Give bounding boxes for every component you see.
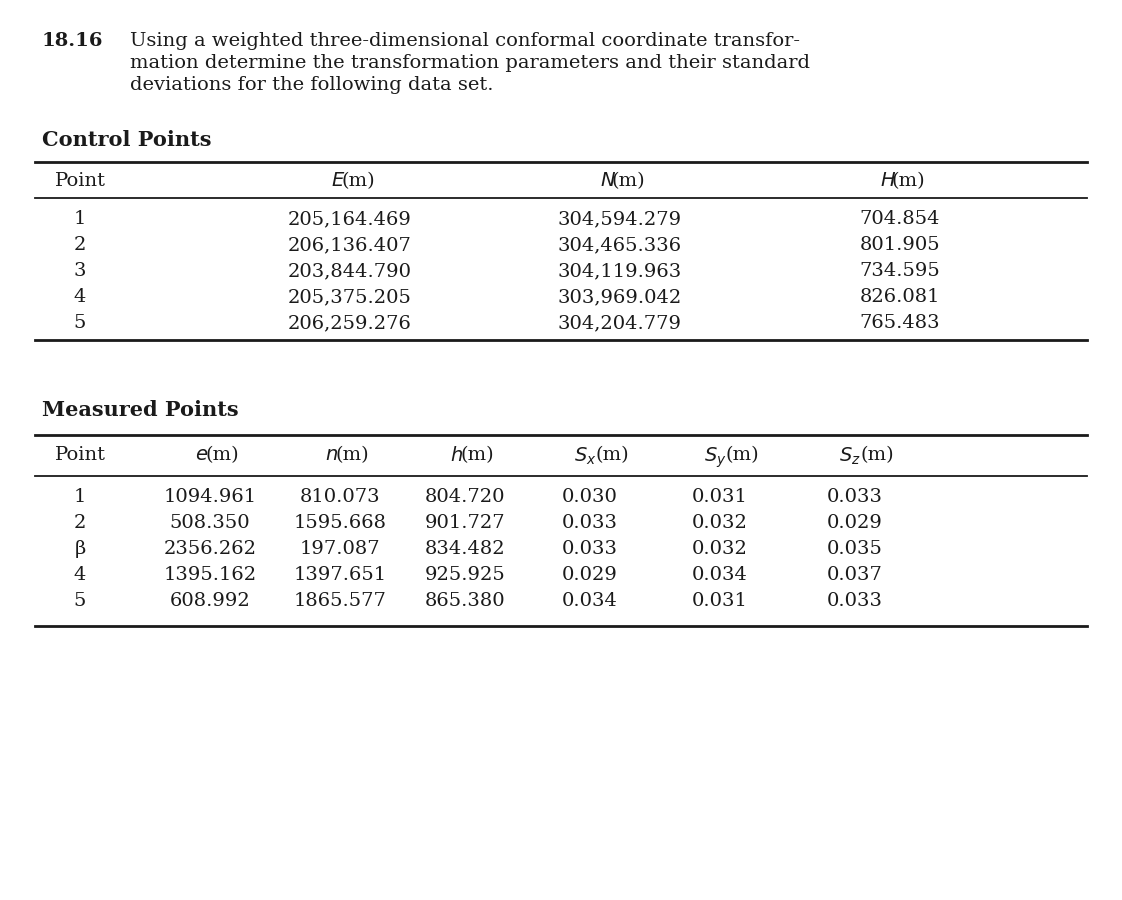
Text: (m): (m) xyxy=(725,446,758,464)
Text: 0.033: 0.033 xyxy=(827,488,883,506)
Text: 18.16: 18.16 xyxy=(42,32,103,50)
Text: 508.350: 508.350 xyxy=(169,514,250,532)
Text: 197.087: 197.087 xyxy=(300,540,380,558)
Text: Measured Points: Measured Points xyxy=(42,400,239,420)
Text: 1: 1 xyxy=(74,210,86,228)
Text: mation determine the transformation parameters and their standard: mation determine the transformation para… xyxy=(130,54,810,72)
Text: 765.483: 765.483 xyxy=(859,314,940,332)
Text: Using a weighted three-dimensional conformal coordinate transfor-: Using a weighted three-dimensional confo… xyxy=(130,32,800,50)
Text: 304,204.779: 304,204.779 xyxy=(558,314,682,332)
Text: 2: 2 xyxy=(74,236,86,254)
Text: 0.033: 0.033 xyxy=(562,514,618,532)
Text: 205,375.205: 205,375.205 xyxy=(288,288,412,306)
Text: 5: 5 xyxy=(74,592,86,610)
Text: $S_{x}$: $S_{x}$ xyxy=(573,446,596,467)
Text: $\mathit{E}$: $\mathit{E}$ xyxy=(331,172,346,190)
Text: $\mathit{H}$: $\mathit{H}$ xyxy=(880,172,896,190)
Text: Point: Point xyxy=(55,172,105,190)
Text: (m): (m) xyxy=(611,172,645,190)
Text: 834.482: 834.482 xyxy=(425,540,505,558)
Text: 0.034: 0.034 xyxy=(562,592,618,610)
Text: 304,119.963: 304,119.963 xyxy=(558,262,682,280)
Text: deviations for the following data set.: deviations for the following data set. xyxy=(130,76,494,94)
Text: 203,844.790: 203,844.790 xyxy=(288,262,412,280)
Text: 5: 5 xyxy=(74,314,86,332)
Text: β: β xyxy=(74,540,85,558)
Text: 0.030: 0.030 xyxy=(562,488,618,506)
Text: 826.081: 826.081 xyxy=(859,288,940,306)
Text: 0.033: 0.033 xyxy=(562,540,618,558)
Text: 1094.961: 1094.961 xyxy=(164,488,257,506)
Text: 1595.668: 1595.668 xyxy=(294,514,386,532)
Text: $S_{y}$: $S_{y}$ xyxy=(703,446,726,471)
Text: 1395.162: 1395.162 xyxy=(164,566,257,584)
Text: 304,594.279: 304,594.279 xyxy=(558,210,682,228)
Text: 704.854: 704.854 xyxy=(859,210,940,228)
Text: 0.032: 0.032 xyxy=(692,540,748,558)
Text: 0.033: 0.033 xyxy=(827,592,883,610)
Text: 1397.651: 1397.651 xyxy=(294,566,387,584)
Text: (m): (m) xyxy=(335,446,369,464)
Text: 2356.262: 2356.262 xyxy=(164,540,257,558)
Text: Point: Point xyxy=(55,446,105,464)
Text: 206,259.276: 206,259.276 xyxy=(288,314,412,332)
Text: 925.925: 925.925 xyxy=(424,566,505,584)
Text: $\mathit{N}$: $\mathit{N}$ xyxy=(600,172,616,190)
Text: 801.905: 801.905 xyxy=(859,236,940,254)
Text: 4: 4 xyxy=(74,288,86,306)
Text: (m): (m) xyxy=(460,446,494,464)
Text: 1865.577: 1865.577 xyxy=(294,592,386,610)
Text: (m): (m) xyxy=(891,172,925,190)
Text: Control Points: Control Points xyxy=(42,130,212,150)
Text: 901.727: 901.727 xyxy=(425,514,505,532)
Text: 3: 3 xyxy=(74,262,86,280)
Text: 0.035: 0.035 xyxy=(827,540,883,558)
Text: 206,136.407: 206,136.407 xyxy=(288,236,412,254)
Text: 804.720: 804.720 xyxy=(425,488,505,506)
Text: (m): (m) xyxy=(595,446,628,464)
Text: 2: 2 xyxy=(74,514,86,532)
Text: $\mathit{n}$: $\mathit{n}$ xyxy=(325,446,339,464)
Text: 608.992: 608.992 xyxy=(169,592,250,610)
Text: (m): (m) xyxy=(205,446,239,464)
Text: 0.029: 0.029 xyxy=(562,566,618,584)
Text: 0.034: 0.034 xyxy=(692,566,748,584)
Text: 0.031: 0.031 xyxy=(692,592,748,610)
Text: 0.031: 0.031 xyxy=(692,488,748,506)
Text: 0.029: 0.029 xyxy=(827,514,883,532)
Text: $S_{z}$: $S_{z}$ xyxy=(839,446,861,467)
Text: 1: 1 xyxy=(74,488,86,506)
Text: (m): (m) xyxy=(341,172,375,190)
Text: 205,164.469: 205,164.469 xyxy=(288,210,412,228)
Text: 304,465.336: 304,465.336 xyxy=(558,236,682,254)
Text: 4: 4 xyxy=(74,566,86,584)
Text: 734.595: 734.595 xyxy=(859,262,940,280)
Text: $\mathit{h}$: $\mathit{h}$ xyxy=(451,446,463,465)
Text: 0.037: 0.037 xyxy=(827,566,883,584)
Text: 865.380: 865.380 xyxy=(425,592,505,610)
Text: 0.032: 0.032 xyxy=(692,514,748,532)
Text: (m): (m) xyxy=(861,446,894,464)
Text: 303,969.042: 303,969.042 xyxy=(558,288,682,306)
Text: 810.073: 810.073 xyxy=(300,488,380,506)
Text: $\mathit{e}$: $\mathit{e}$ xyxy=(195,446,209,464)
